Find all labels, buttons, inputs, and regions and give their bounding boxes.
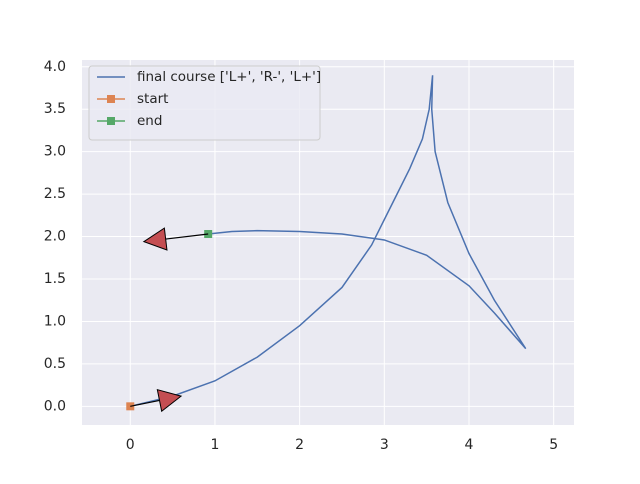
legend-marker: [107, 117, 115, 125]
y-tick-label: 2.0: [44, 229, 66, 245]
y-tick-label: 0.0: [44, 398, 66, 414]
arrow-head: [142, 227, 168, 251]
legend-label: final course ['L+', 'R-', 'L+']: [137, 69, 321, 85]
arrow-head: [156, 388, 183, 413]
y-tick-label: 4.0: [44, 59, 66, 75]
marks: [126, 75, 527, 413]
y-tick-label: 3.5: [44, 101, 66, 117]
point-marker: [126, 402, 135, 411]
series-line: [130, 75, 527, 408]
legend-label: end: [137, 113, 162, 129]
y-tick-label: 0.5: [44, 356, 66, 372]
arrow-shaft: [130, 399, 160, 407]
legend-label: start: [137, 91, 168, 107]
legend-box: [88, 65, 321, 141]
y-tick-label: 3.0: [44, 144, 66, 160]
y-tick-label: 1.5: [44, 271, 66, 287]
x-tick-label: 1: [210, 437, 219, 453]
legend-marker: [107, 95, 115, 103]
y-tick-label: 2.5: [44, 186, 66, 202]
x-tick-label: 5: [549, 437, 558, 453]
x-tick-label: 2: [295, 437, 304, 453]
arrow-shaft: [165, 233, 209, 240]
y-tick-label: 1.0: [44, 313, 66, 329]
legend: final course ['L+', 'R-', 'L+'] start end: [88, 65, 321, 141]
x-tick-label: 4: [465, 437, 474, 453]
x-tick-label: 0: [126, 437, 135, 453]
x-tick-label: 3: [380, 437, 389, 453]
